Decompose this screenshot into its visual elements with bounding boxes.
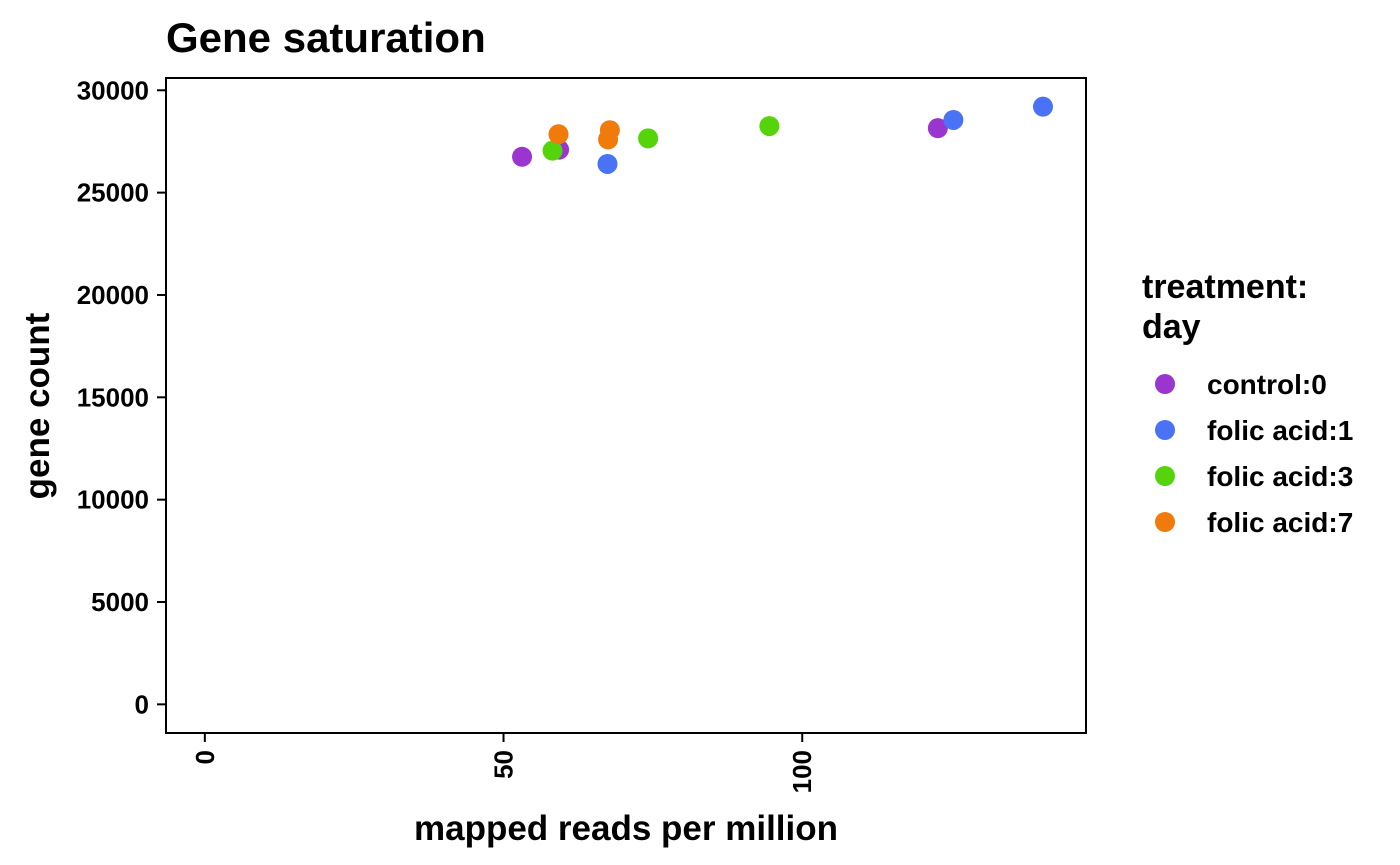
data-point bbox=[548, 124, 569, 145]
y-tick-label: 5000 bbox=[91, 587, 149, 617]
plot-panel bbox=[165, 77, 1087, 734]
legend-title-line-1: treatment: bbox=[1142, 268, 1308, 306]
legend-marker bbox=[1155, 512, 1175, 532]
y-tick-label: 15000 bbox=[77, 382, 149, 412]
data-point bbox=[943, 109, 964, 130]
legend-label: control:0 bbox=[1207, 369, 1327, 400]
data-point bbox=[599, 120, 620, 141]
legend-label: folic acid:1 bbox=[1207, 415, 1353, 446]
y-axis-label: gene count bbox=[18, 312, 57, 499]
x-axis: 0 50 100 bbox=[190, 733, 817, 793]
legend: treatment: day control:0 folic acid:1 foli… bbox=[1142, 268, 1353, 538]
y-tick-label: 20000 bbox=[77, 280, 149, 310]
legend-marker bbox=[1155, 466, 1175, 486]
y-tick-label: 30000 bbox=[77, 75, 149, 105]
x-axis-label: mapped reads per million bbox=[414, 809, 838, 848]
legend-marker bbox=[1155, 374, 1175, 394]
y-tick-label: 0 bbox=[135, 689, 149, 719]
data-point bbox=[638, 128, 659, 149]
data-point bbox=[927, 118, 948, 139]
data-point bbox=[597, 153, 618, 174]
x-tick-label: 50 bbox=[489, 750, 519, 779]
data-point bbox=[542, 140, 563, 161]
y-tick-label: 25000 bbox=[77, 178, 149, 208]
data-point bbox=[759, 116, 780, 137]
data-point bbox=[512, 146, 533, 167]
legend-label: folic acid:3 bbox=[1207, 461, 1353, 492]
legend-label: folic acid:7 bbox=[1207, 507, 1353, 538]
y-tick-label: 10000 bbox=[77, 485, 149, 515]
legend-items: control:0 folic acid:1 folic acid:3 folic a… bbox=[1155, 369, 1353, 538]
chart-title: Gene saturation bbox=[166, 14, 486, 61]
data-points bbox=[512, 96, 1053, 174]
x-tick-label: 0 bbox=[190, 750, 220, 764]
legend-title-line-2: day bbox=[1142, 308, 1201, 346]
legend-marker bbox=[1155, 420, 1175, 440]
x-tick-label: 100 bbox=[787, 750, 817, 793]
data-point bbox=[1032, 96, 1053, 117]
y-axis: 0 5000 10000 15000 20000 25000 30000 bbox=[77, 75, 166, 719]
